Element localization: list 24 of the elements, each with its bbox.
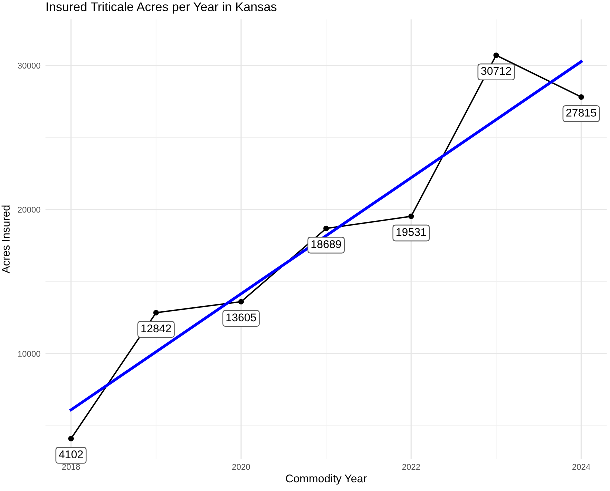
point (154, 310, 160, 316)
data-label: 12842 (142, 324, 172, 333)
data-label: 30712 (481, 67, 512, 76)
y-tick-label: 30000 (18, 62, 41, 69)
point (238, 299, 244, 305)
x-tick-label: 2022 (402, 464, 420, 470)
point (68, 436, 74, 442)
data-label: 18689 (312, 240, 342, 248)
x-tick-label: 2020 (232, 464, 250, 470)
point (494, 52, 500, 58)
point (408, 214, 414, 220)
data-label: 13605 (226, 314, 256, 322)
y-axis-title: Acres Insured (2, 206, 10, 274)
point (578, 94, 584, 100)
chart-title: Insured Triticale Acres per Year in Kansas (46, 2, 277, 14)
y-tick-label: 20000 (18, 207, 41, 213)
data-label: 27815 (566, 109, 596, 117)
data-label: 19531 (396, 228, 426, 236)
point (324, 226, 330, 232)
data-label: 4102 (59, 450, 84, 459)
x-axis-title: Commodity Year (286, 474, 367, 485)
y-tick-label: 10000 (18, 351, 41, 358)
x-tick-label: 2018 (62, 464, 80, 470)
x-tick-label: 2024 (572, 464, 590, 470)
